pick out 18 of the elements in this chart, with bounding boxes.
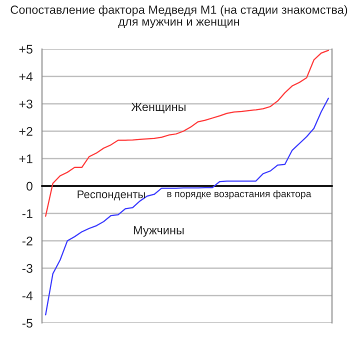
series-label: Мужчины (134, 226, 184, 237)
y-tick-label: 0 (26, 182, 32, 191)
y-tick-label: -2 (22, 236, 32, 246)
line-series (45, 98, 329, 316)
chart-title: Сопоставление фактора Медведя М1 (на стадии знакомства) для мужчин и женщин (10, 5, 348, 28)
y-tick-label: +4 (19, 72, 33, 81)
annotation: Респонденты (78, 190, 145, 200)
line-series (45, 50, 329, 217)
y-tick-label: -4 (22, 292, 33, 300)
y-tick-label: -3 (22, 264, 32, 273)
y-tick-label: +5 (19, 44, 32, 54)
annotation: в порядке возрастания фактора (167, 190, 312, 200)
y-tick-label: +3 (19, 100, 32, 108)
y-tick-label: -5 (22, 318, 32, 328)
series-label: Женщины (131, 102, 186, 114)
y-tick-label: +2 (19, 127, 32, 136)
y-tick-label: -1 (22, 209, 32, 218)
y-tick-label: +1 (19, 154, 32, 164)
